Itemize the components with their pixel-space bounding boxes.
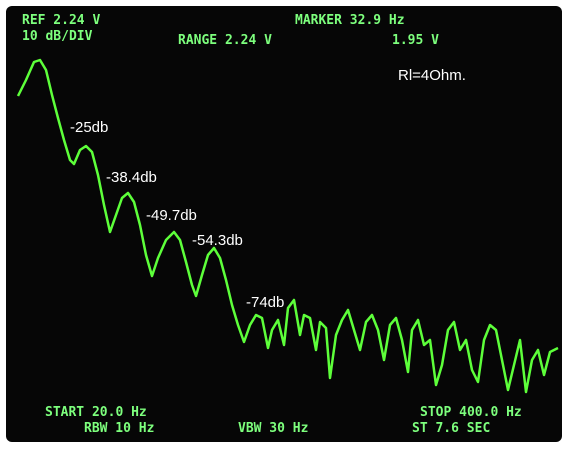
screen bbox=[6, 6, 562, 442]
rbw: RBW 10 Hz bbox=[84, 421, 154, 436]
stop-freq: STOP 400.0 Hz bbox=[420, 405, 522, 420]
annotation: -54.3db bbox=[192, 232, 243, 249]
load-note: Rl=4Ohm. bbox=[398, 67, 466, 84]
scale: 10 dB/DIV bbox=[22, 29, 93, 44]
sweep-time: ST 7.6 SEC bbox=[412, 421, 490, 436]
annotation: -74db bbox=[246, 294, 284, 311]
spectrum-trace bbox=[16, 58, 559, 394]
start-freq: START 20.0 Hz bbox=[45, 405, 147, 420]
annotation: -25db bbox=[70, 119, 108, 136]
marker-level: 1.95 V bbox=[392, 33, 439, 48]
range: RANGE 2.24 V bbox=[178, 33, 272, 48]
ref-level: REF 2.24 V bbox=[22, 13, 100, 28]
annotation: -49.7db bbox=[146, 207, 197, 224]
marker: MARKER 32.9 Hz bbox=[295, 13, 405, 28]
vbw: VBW 30 Hz bbox=[238, 421, 308, 436]
annotation: -38.4db bbox=[106, 169, 157, 186]
